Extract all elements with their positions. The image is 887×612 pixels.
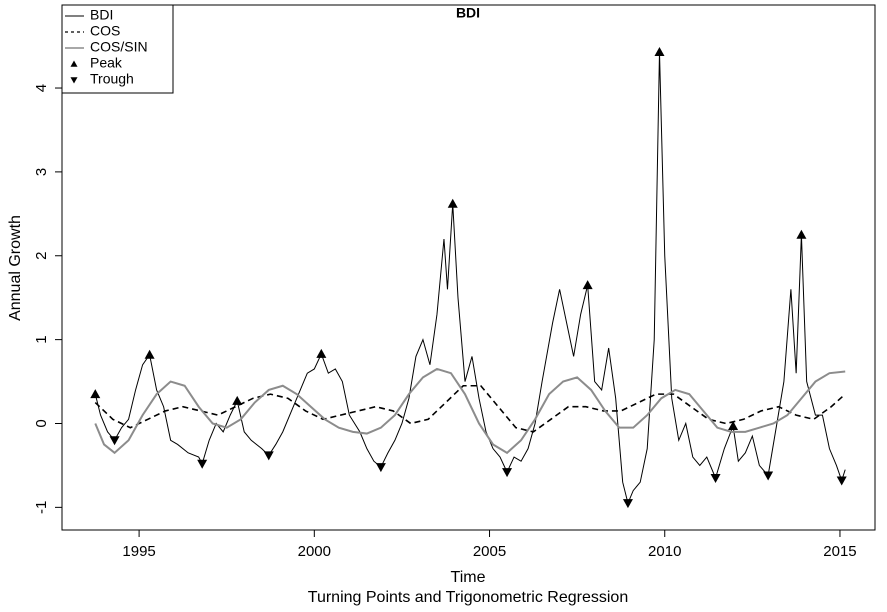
y-axis-label: Annual Growth (7, 215, 24, 321)
y-tick-label: 2 (33, 252, 50, 260)
x-tick-label: 2010 (648, 543, 681, 560)
x-axis-label: Time (451, 569, 486, 586)
marker (90, 389, 101, 399)
y-tick-label: 1 (33, 335, 50, 343)
x-tick-label: 2000 (298, 543, 331, 560)
marker (728, 421, 739, 431)
y-tick-label: 3 (33, 168, 50, 176)
legend-label: BDI (90, 7, 113, 23)
legend-marker (70, 60, 78, 67)
chart-title: BDI (456, 5, 480, 21)
marker (447, 198, 458, 208)
legend-marker (70, 77, 78, 84)
marker (316, 348, 327, 358)
y-tick-label: 4 (33, 84, 50, 92)
marker (263, 451, 274, 461)
marker (836, 476, 847, 486)
marker (502, 468, 513, 478)
legend-label: Peak (90, 55, 123, 71)
marker (232, 395, 243, 405)
marker (654, 46, 665, 56)
marker (796, 229, 807, 239)
legend-label: COS (90, 23, 120, 39)
marker (582, 280, 593, 290)
y-tick-label: 0 (33, 419, 50, 427)
marker (109, 436, 120, 446)
legend-box (61, 4, 174, 94)
x-tick-label: 2005 (473, 543, 506, 560)
marker (622, 499, 633, 509)
marker (197, 459, 208, 469)
marker (375, 463, 386, 473)
subtitle: Turning Points and Trigonometric Regress… (308, 589, 628, 606)
legend-label: COS/SIN (90, 39, 148, 55)
legend-label: Trough (90, 71, 134, 87)
x-tick-label: 1995 (122, 543, 155, 560)
line (94, 384, 846, 433)
marker (144, 349, 155, 359)
marker (763, 471, 774, 481)
plot-frame (61, 4, 876, 531)
marker (710, 474, 721, 484)
line (94, 367, 846, 455)
line (94, 51, 846, 505)
y-tick-label: -1 (33, 501, 50, 514)
x-tick-label: 2015 (823, 543, 856, 560)
